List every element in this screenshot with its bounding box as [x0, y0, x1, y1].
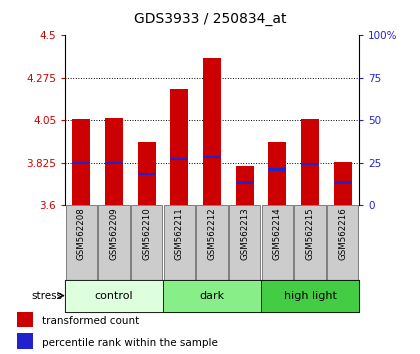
Bar	[268, 168, 286, 171]
Text: stress: stress	[32, 291, 63, 301]
Bar	[17, 333, 33, 348]
Bar	[268, 142, 286, 205]
Text: control: control	[95, 291, 134, 301]
Bar	[301, 119, 319, 205]
Text: GSM562208: GSM562208	[77, 207, 86, 260]
Bar	[294, 205, 326, 280]
Text: percentile rank within the sample: percentile rank within the sample	[42, 338, 218, 348]
Bar	[203, 58, 221, 205]
Bar	[203, 156, 221, 158]
Bar	[236, 182, 254, 184]
Text: GSM562214: GSM562214	[273, 207, 282, 260]
Bar	[327, 205, 358, 280]
Bar	[72, 162, 90, 164]
Bar	[261, 280, 359, 312]
Bar	[229, 205, 260, 280]
Bar	[105, 162, 123, 164]
Bar	[17, 312, 33, 327]
Text: GSM562215: GSM562215	[306, 207, 315, 260]
Text: GSM562210: GSM562210	[142, 207, 151, 260]
Bar	[138, 173, 156, 175]
Bar	[262, 205, 293, 280]
Bar	[105, 118, 123, 205]
Text: GSM562216: GSM562216	[338, 207, 347, 260]
Bar	[164, 205, 195, 280]
Text: GSM562209: GSM562209	[110, 207, 118, 260]
Bar	[66, 205, 97, 280]
Text: transformed count: transformed count	[42, 316, 139, 326]
Bar	[334, 182, 352, 184]
Bar	[65, 280, 163, 312]
Bar	[163, 280, 261, 312]
Bar	[138, 142, 156, 205]
Bar	[171, 89, 189, 205]
Text: GDS3933 / 250834_at: GDS3933 / 250834_at	[134, 12, 286, 27]
Bar	[72, 119, 90, 205]
Bar	[98, 205, 130, 280]
Text: dark: dark	[200, 291, 225, 301]
Text: GSM562213: GSM562213	[240, 207, 249, 260]
Bar	[236, 166, 254, 205]
Text: high light: high light	[284, 291, 336, 301]
Bar	[171, 158, 189, 160]
Text: GSM562211: GSM562211	[175, 207, 184, 260]
Bar	[197, 205, 228, 280]
Bar	[334, 162, 352, 205]
Bar	[131, 205, 163, 280]
Bar	[301, 162, 319, 165]
Text: GSM562212: GSM562212	[207, 207, 217, 260]
